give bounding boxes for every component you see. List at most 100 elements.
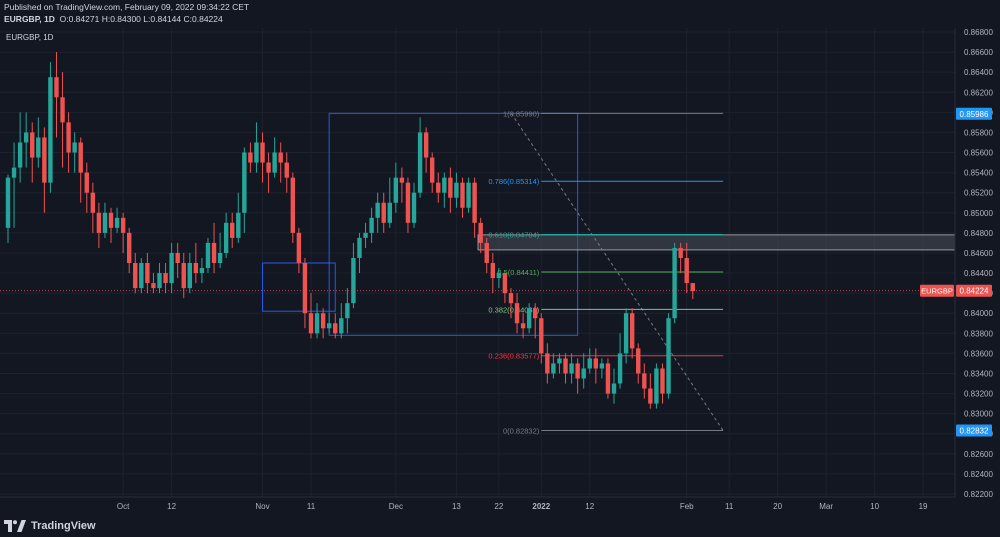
symbol-price-tag: EURGBP [921, 287, 953, 296]
candle-body [66, 122, 71, 153]
candle-body [30, 132, 35, 158]
candle-body [526, 308, 532, 329]
candle [351, 242, 356, 309]
candle-body [187, 263, 192, 289]
candle-body [514, 303, 520, 324]
candle-body [217, 252, 223, 263]
candle-body [508, 293, 514, 304]
candle-body [108, 212, 114, 228]
candle [326, 313, 332, 334]
candle-body [60, 97, 65, 123]
candle-body [151, 283, 156, 289]
candle [48, 62, 53, 193]
y-tick-label: 0.86600 [964, 48, 993, 57]
candle-body [205, 242, 211, 269]
x-tick-label: 11 [307, 502, 316, 511]
symbol-price-tag-bg [920, 284, 954, 297]
x-tick-label: Oct [117, 502, 130, 511]
range-box [328, 112, 579, 336]
tradingview-logo[interactable]: TradingView [4, 517, 96, 535]
y-tick-label: 0.83200 [964, 390, 993, 399]
candles [5, 52, 695, 409]
candle-body [684, 257, 689, 284]
candle-body [660, 368, 665, 394]
candle [296, 227, 302, 274]
candle-body [478, 222, 483, 243]
candle-body [551, 363, 556, 374]
candle [393, 162, 399, 213]
candle [648, 373, 653, 409]
time-axis: Oct 12 Nov 11 Dec 13 22 2022 12 Feb 11 20 Mar 10 19 [117, 502, 928, 511]
candle [636, 343, 641, 384]
candle-body [654, 368, 659, 404]
tradingview-brand: TradingView [31, 520, 96, 532]
candle [569, 353, 574, 384]
candle-body [557, 358, 562, 364]
candle-body [454, 182, 459, 198]
candle-body [623, 313, 629, 354]
y-tick-label: 0.83800 [964, 329, 993, 338]
y-tick-label: 0.84800 [964, 229, 993, 238]
candle [593, 348, 599, 384]
open-label: O: [59, 14, 69, 24]
candle [90, 182, 96, 233]
candle-body [678, 247, 683, 258]
candle-body [157, 273, 162, 289]
y-tick-label: 0.85200 [964, 189, 993, 198]
candle [127, 227, 132, 274]
candle [363, 222, 368, 248]
candle [223, 212, 229, 258]
candle-body [611, 383, 617, 394]
candle-body [11, 167, 17, 178]
price-tag-bg [956, 424, 992, 437]
candle-body [569, 363, 574, 374]
candle [314, 303, 320, 339]
candle-body [236, 212, 241, 238]
candle-body [290, 177, 296, 233]
candle-body [266, 162, 271, 173]
candle-body [642, 373, 647, 389]
y-tick-label: 0.86400 [964, 68, 993, 77]
candle-body [72, 142, 77, 153]
symbol-label[interactable]: EURGBP, 1D [4, 14, 55, 24]
candle-body [405, 182, 411, 223]
y-tick-label: 0.82400 [964, 470, 993, 479]
candle [72, 132, 77, 173]
candle [478, 217, 483, 253]
candle-body [593, 358, 599, 369]
candle-body [211, 242, 217, 263]
candle [533, 303, 538, 339]
candle [17, 112, 23, 183]
y-tick-label: 0.84400 [964, 269, 993, 278]
ohlc-readout: EURGBP, 1D O:0.84271 H:0.84300 L:0.84144… [4, 14, 223, 24]
candle [617, 333, 623, 389]
candle-body [472, 182, 477, 223]
candle [187, 252, 192, 294]
candle [66, 112, 71, 173]
candle [290, 172, 296, 243]
candle-body [587, 358, 592, 369]
candle [605, 358, 611, 399]
y-tick-label: 0.82600 [964, 450, 993, 459]
candle-body [599, 363, 605, 369]
fib-level-label: 0.786(0.85314) [488, 177, 539, 186]
candle [284, 152, 289, 193]
candle [399, 167, 405, 203]
x-tick-label: 10 [870, 502, 879, 511]
candle [460, 177, 465, 218]
x-tick-label: 12 [585, 502, 594, 511]
candle-body [636, 348, 641, 374]
x-tick-label: 12 [167, 502, 176, 511]
x-tick-label: Feb [680, 502, 694, 511]
candle-body [357, 237, 362, 258]
candle [42, 127, 47, 213]
candle-body [242, 152, 247, 213]
candle [230, 212, 235, 248]
close-value: 0.84224 [192, 14, 223, 24]
candle-body [78, 142, 83, 173]
y-tick-label: 0.83600 [964, 349, 993, 358]
close-label: C: [183, 14, 193, 24]
candle-body [48, 77, 53, 183]
candle-body [175, 252, 180, 263]
